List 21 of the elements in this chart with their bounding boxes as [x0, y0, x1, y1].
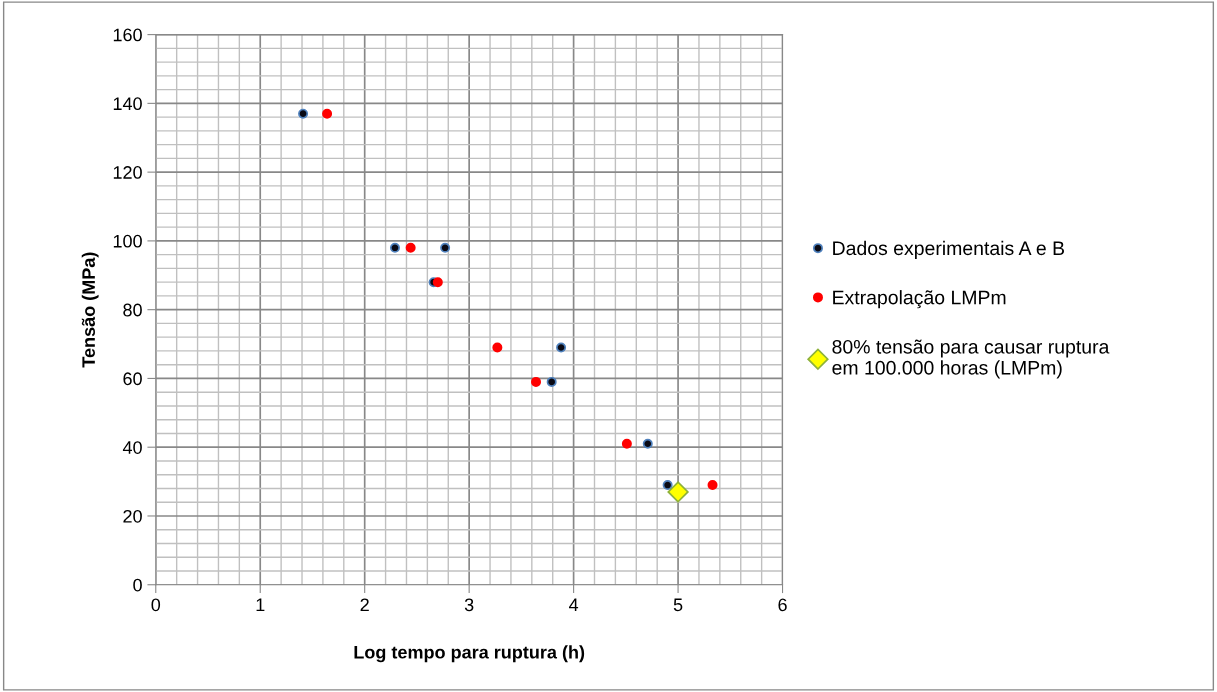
y-tick-label: 120 [113, 166, 142, 179]
y-tick-label: 40 [122, 441, 142, 454]
x-tick-label: 3 [464, 598, 474, 612]
x-axis-title: Log tempo para ruptura (h) [354, 645, 585, 663]
x-tick-label: 1 [256, 598, 265, 612]
y-tick-label: 0 [133, 578, 142, 592]
x-tick-label: 5 [673, 598, 683, 612]
y-tick-label: 60 [123, 372, 142, 386]
x-tick-label: 0 [151, 598, 161, 612]
x-tick-label: 6 [778, 598, 787, 612]
legend-label: 80% tensão para causar ruptura em 100.000 horas (LMPm) [832, 339, 1110, 379]
y-tick-label: 140 [113, 97, 142, 111]
y-tick-label: 100 [113, 234, 142, 248]
x-tick-label: 4 [569, 598, 579, 612]
y-tick-label: 20 [123, 509, 142, 523]
y-tick-label: 80 [123, 303, 142, 317]
legend-label: Extrapolação LMPm [833, 290, 1006, 309]
legend-label: Dados experimentais A e B [833, 240, 1065, 259]
y-tick-label: 160 [113, 28, 142, 42]
y-axis-title: Tensão (MPa) [81, 252, 99, 368]
x-tick-label: 2 [360, 598, 369, 612]
